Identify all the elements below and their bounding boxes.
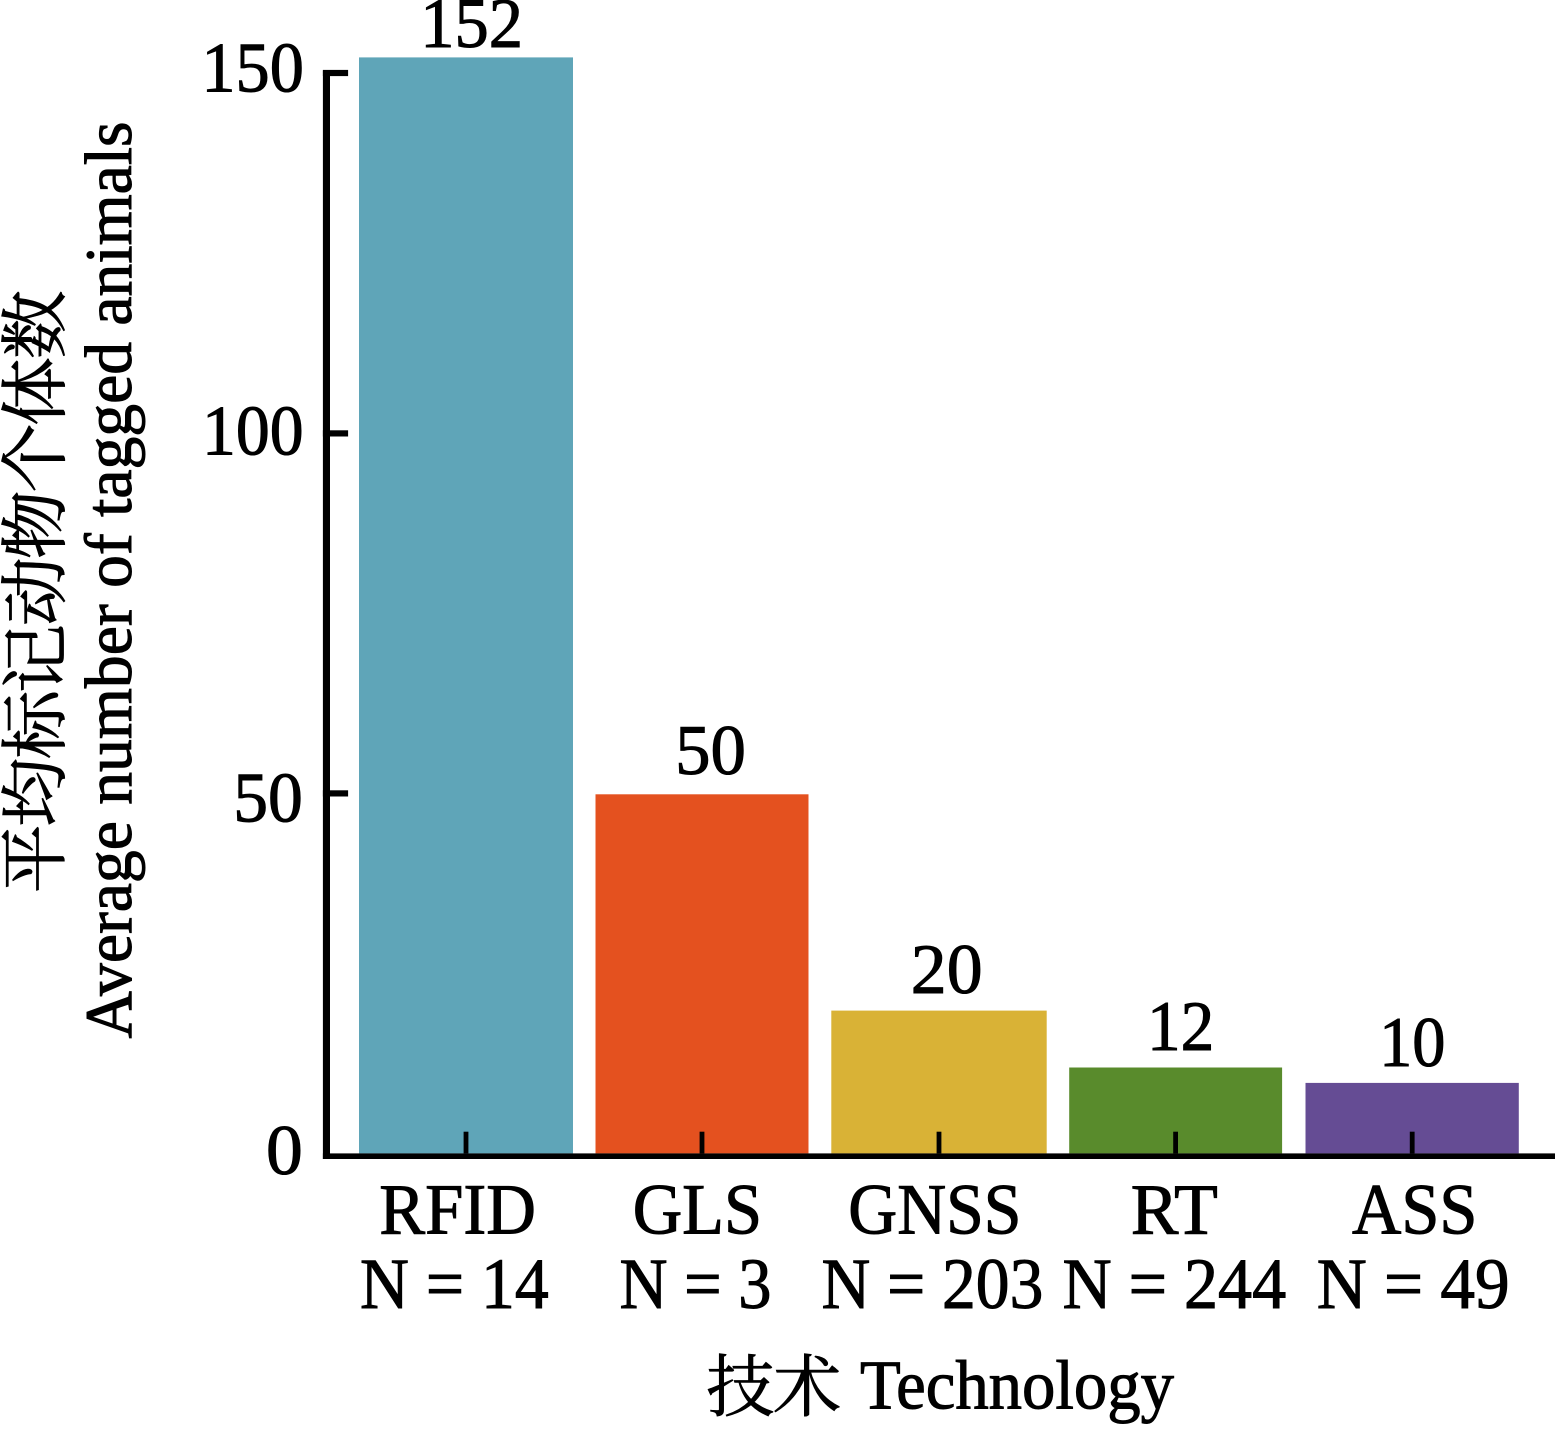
svg-text:100: 100: [202, 392, 304, 471]
svg-text:RFID: RFID: [379, 1170, 536, 1249]
svg-text:20: 20: [911, 930, 983, 1009]
svg-text:N = 49: N = 49: [1317, 1245, 1510, 1324]
svg-text:N = 3: N = 3: [620, 1245, 772, 1324]
svg-text:0: 0: [266, 1111, 303, 1190]
svg-text:152: 152: [420, 0, 523, 63]
svg-text:GLS: GLS: [633, 1170, 762, 1249]
svg-text:10: 10: [1379, 1003, 1445, 1082]
svg-text:RT: RT: [1131, 1170, 1218, 1249]
svg-text:12: 12: [1147, 987, 1214, 1066]
svg-text:N = 14: N = 14: [360, 1245, 549, 1324]
svg-text:50: 50: [675, 711, 746, 790]
svg-text:150: 150: [201, 29, 304, 108]
svg-text:N = 244: N = 244: [1062, 1245, 1286, 1324]
svg-text:N = 203: N = 203: [821, 1245, 1043, 1324]
svg-text:GNSS: GNSS: [848, 1170, 1021, 1249]
svg-text:ASS: ASS: [1352, 1170, 1477, 1249]
svg-text:Average number of tagged anima: Average number of tagged animals: [72, 122, 146, 1039]
svg-text:Technology: Technology: [860, 1348, 1174, 1425]
svg-text:50: 50: [233, 759, 303, 838]
